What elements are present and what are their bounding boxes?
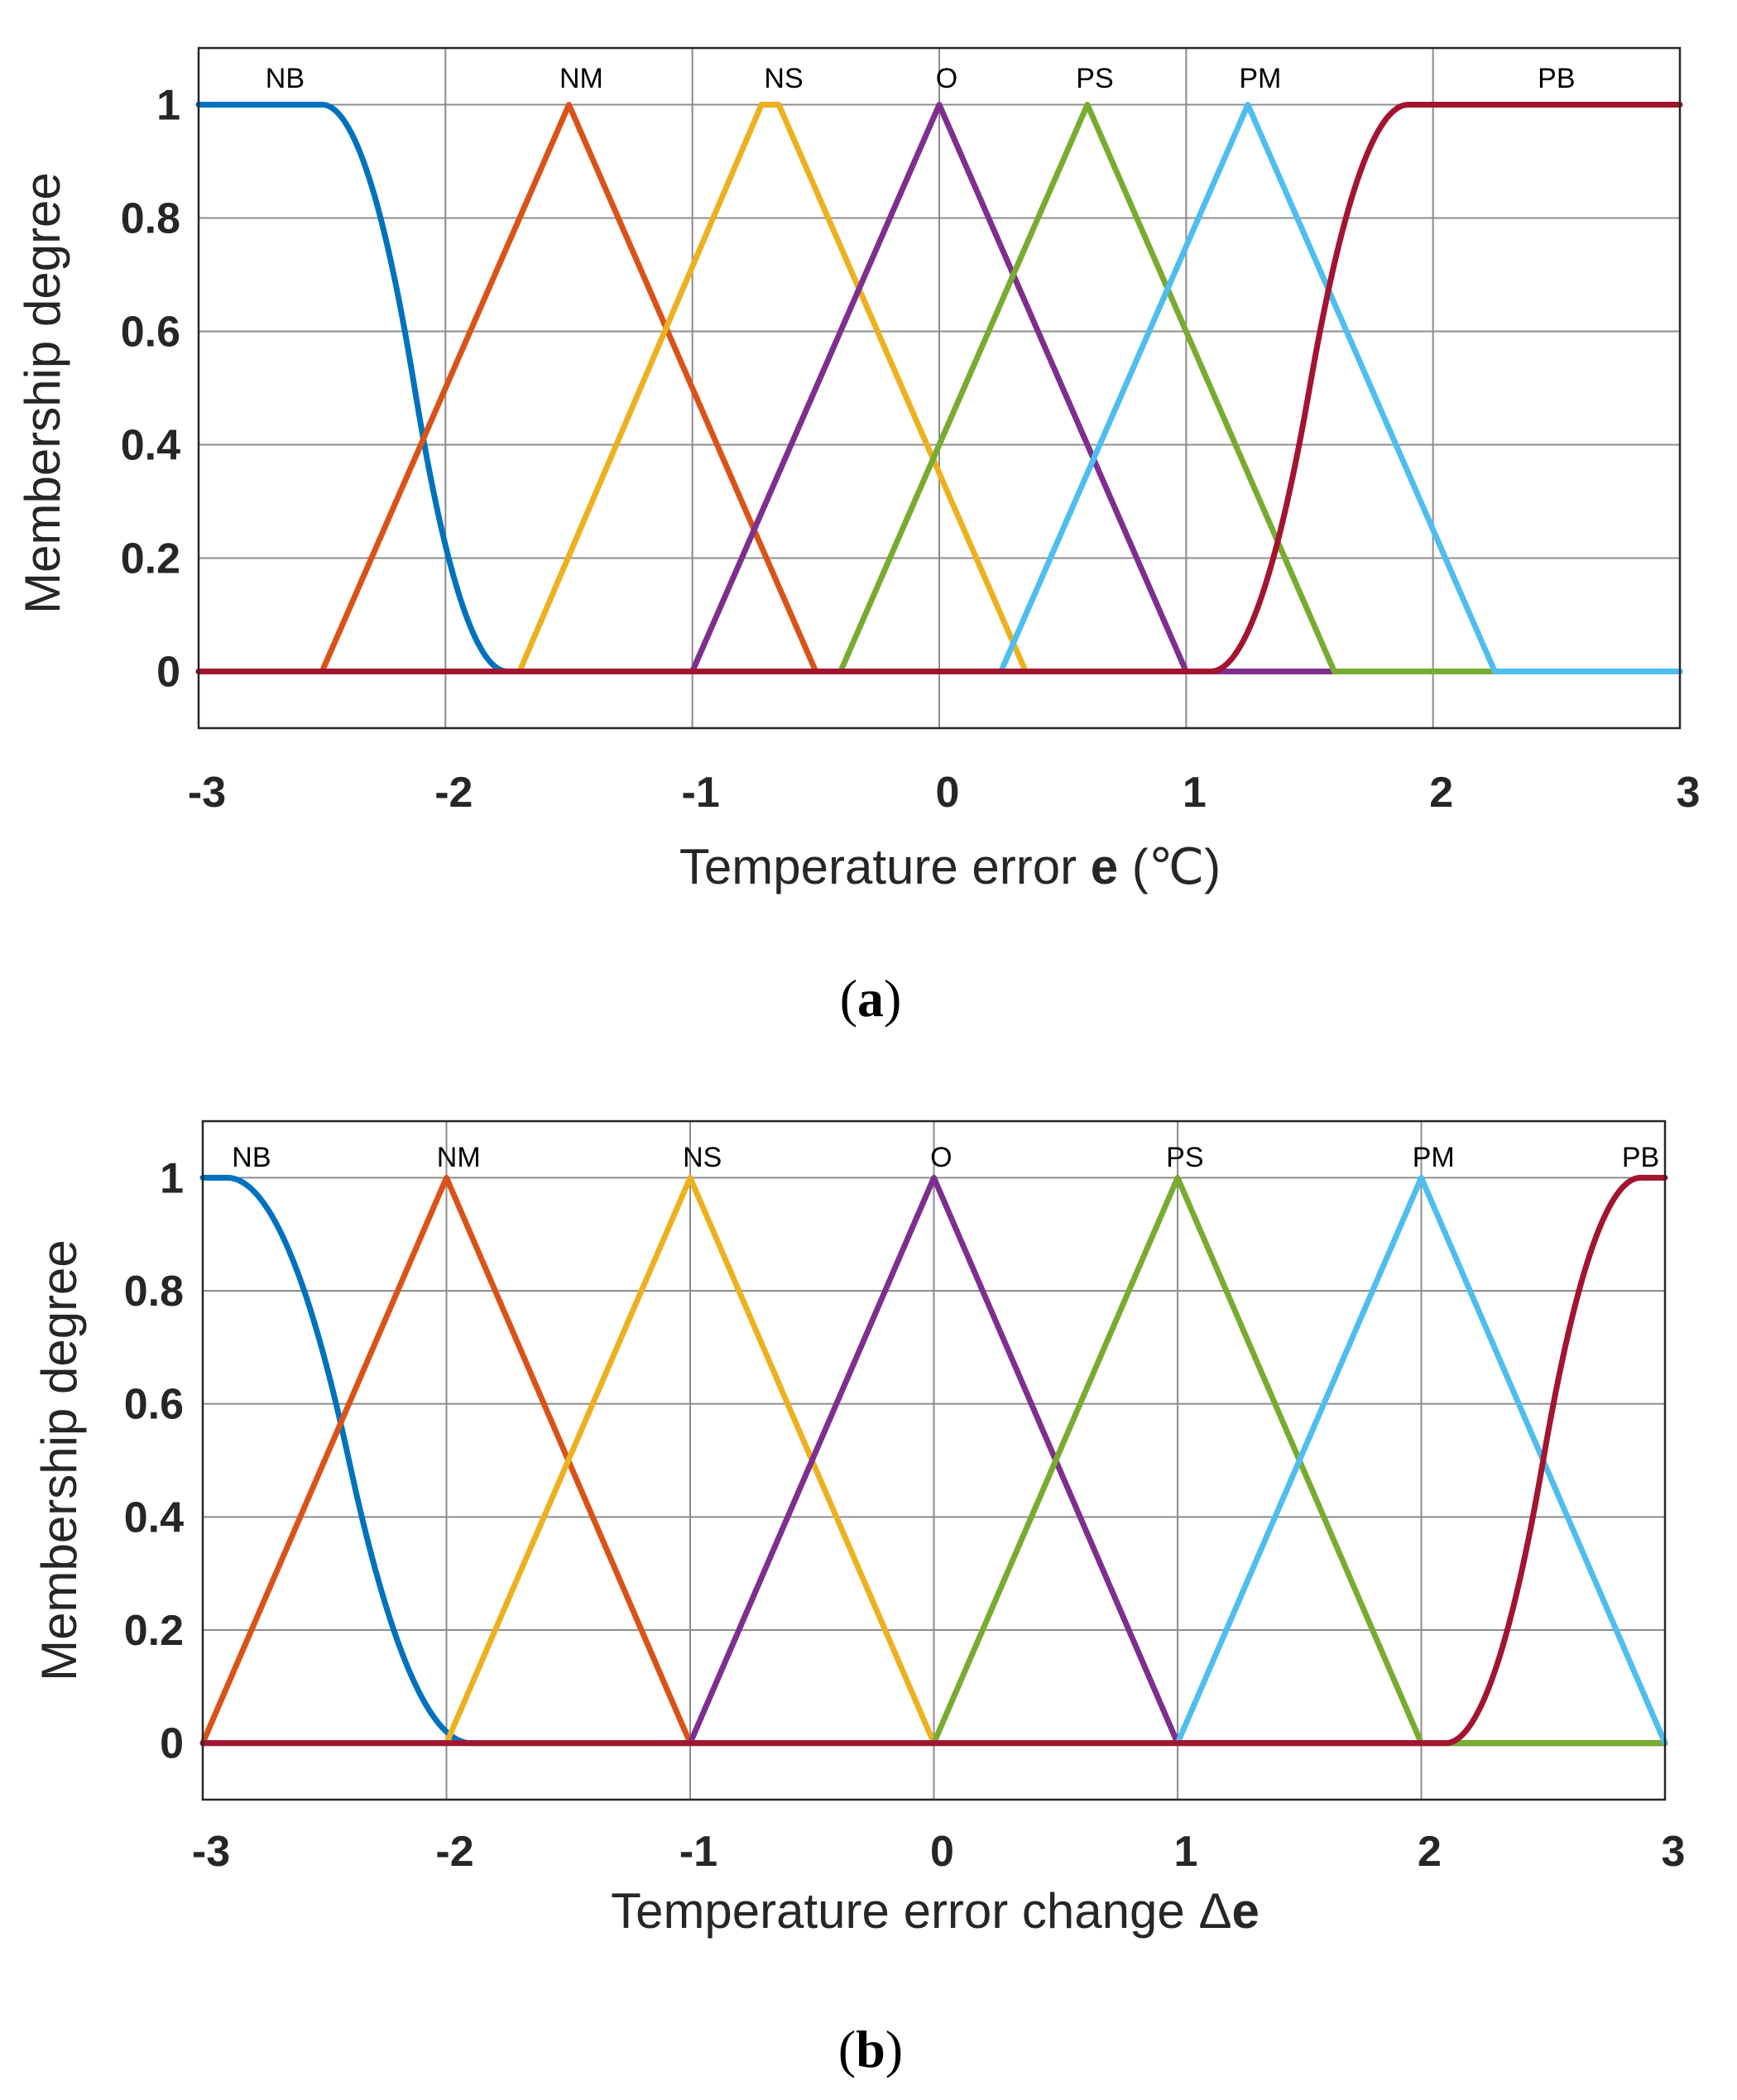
chart-b-mf-label-NS: NS (683, 1142, 722, 1173)
chart-a-mf-label-PB: PB (1538, 63, 1575, 94)
chart-a-mf-label-PS: PS (1076, 63, 1113, 94)
chart-b-mf-label-PS: PS (1166, 1142, 1203, 1173)
chart-a-mf-labels: NB NM NS O PS PM PB (266, 63, 1576, 94)
chart-b-ytick-label: 0.2 (124, 1607, 184, 1655)
chart-a-series (195, 102, 1683, 674)
chart-b-xtick-label: -3 (192, 1828, 230, 1876)
chart-a-x-tick-labels: -3 -2 -1 0 1 2 3 (188, 769, 1701, 817)
chart-b-mf-label-PB: PB (1622, 1142, 1659, 1173)
chart-a-x-label-text: Temperature error (679, 839, 1091, 894)
chart-a-mf-label-O: O (936, 63, 957, 94)
chart-a-xtick-label: 0 (936, 769, 960, 817)
panel-a-letter: a (857, 969, 884, 1028)
chart-a-ytick-label: 0.8 (121, 195, 180, 243)
chart-a-plot-frame (197, 46, 1682, 730)
chart-a-y-axis-label: Membership degree (15, 172, 70, 614)
chart-a-xtick-label: 1 (1183, 769, 1207, 817)
chart-b-x-axis-label: Temperature error change Δe (611, 1883, 1260, 1939)
chart-b-mf-labels: NB NM NS O PS PM PB (232, 1142, 1659, 1173)
chart-b-xtick-label: 3 (1662, 1828, 1686, 1876)
chart-b-xtick-label: 2 (1418, 1828, 1442, 1876)
chart-a-x-label-symbol: e (1091, 839, 1118, 894)
chart-b-ytick-label: 0.6 (124, 1381, 184, 1429)
chart-b-series (199, 1174, 1668, 1747)
chart-b-xtick-label: 0 (930, 1828, 954, 1876)
chart-b-y-axis-label: Membership degree (31, 1239, 87, 1681)
chart-b-ytick-label: 0.8 (124, 1268, 184, 1316)
chart-b-xtick-label: -2 (435, 1828, 473, 1876)
chart-b-mf-label-NM: NM (437, 1142, 481, 1173)
panel-a-label: (a) (840, 969, 902, 1028)
chart-b-ytick-label: 1 (160, 1154, 184, 1202)
chart-a-grid (199, 48, 1680, 728)
chart-b-x-label-delta: Δ (1198, 1883, 1231, 1939)
chart-b-ytick-label: 0 (160, 1720, 184, 1768)
chart-a-mf-label-NS: NS (764, 63, 803, 94)
chart-a-xtick-label: 2 (1429, 769, 1453, 817)
chart-b-x-label-text: Temperature error change (611, 1883, 1198, 1939)
chart-a-mf-label-NM: NM (559, 63, 603, 94)
chart-b-xtick-label: -1 (679, 1828, 717, 1876)
chart-b-y-tick-labels: 0 0.2 0.4 0.6 0.8 1 (124, 1154, 184, 1767)
chart-a-ytick-label: 1 (156, 82, 180, 130)
chart-b-xtick-label: 1 (1174, 1828, 1198, 1876)
chart-a-xtick-label: -3 (188, 769, 226, 817)
chart-a-ytick-label: 0.2 (121, 535, 180, 583)
chart-b-plot-frame (201, 1120, 1667, 1801)
chart-a-ytick-label: 0 (156, 649, 180, 697)
chart-a-series-PB (195, 102, 1683, 674)
chart-a-y-tick-labels: 0 0.2 0.4 0.6 0.8 1 (121, 82, 180, 697)
chart-a-x-label-unit: (℃) (1118, 839, 1221, 894)
chart-b-series-PB (199, 1174, 1668, 1747)
chart-a-xtick-label: -1 (682, 769, 720, 817)
chart-a-xtick-label: -2 (434, 769, 473, 817)
chart-a-mf-label-NB: NB (266, 63, 305, 94)
chart-b-mf-label-PM: PM (1413, 1142, 1455, 1173)
panel-b-letter: b (856, 2020, 885, 2078)
chart-a-x-axis-label: Temperature error e (℃) (679, 839, 1221, 894)
chart-a: NB NM NS O PS PM PB 00.20.40.60.81 -3 -2 -1 0 1 2 3 … (15, 46, 1701, 1028)
chart-a-ytick-label: 0.6 (121, 309, 180, 357)
chart-b-mf-label-O: O (930, 1142, 952, 1173)
chart-a-mf-label-PM: PM (1239, 63, 1281, 94)
panel-b-label: (b) (838, 2020, 903, 2078)
chart-a-xtick-label: 3 (1677, 769, 1701, 817)
chart-b-x-label-symbol: e (1232, 1883, 1260, 1939)
chart-b-ytick-label: 0.4 (124, 1493, 184, 1541)
chart-b-x-tick-labels: -3 -2 -1 0 1 2 3 (192, 1828, 1686, 1876)
chart-b: NB NM NS O PS PM PB 00.20.40.60.81 -3 -2 -1 0 1 2 3 … (31, 1120, 1686, 2078)
chart-b-mf-label-NB: NB (232, 1142, 271, 1173)
chart-a-ytick-label: 0.4 (121, 422, 180, 470)
